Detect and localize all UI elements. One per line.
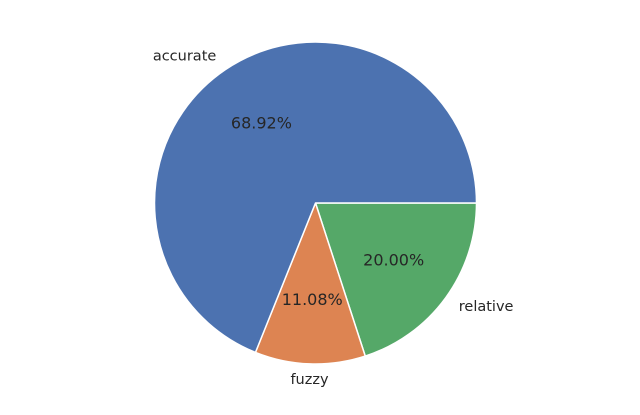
category-label-relative: relative xyxy=(459,299,514,315)
percent-label-relative: 20.00% xyxy=(363,250,424,269)
category-label-fuzzy: fuzzy xyxy=(290,372,329,388)
category-label-accurate: accurate xyxy=(153,48,217,64)
pie-slice-fuzzy xyxy=(254,202,367,365)
pie-slice-accurate xyxy=(153,41,478,354)
percent-label-fuzzy: 11.08% xyxy=(282,290,343,309)
pie-slice-relative xyxy=(314,202,478,357)
percent-label-accurate: 68.92% xyxy=(231,113,292,132)
